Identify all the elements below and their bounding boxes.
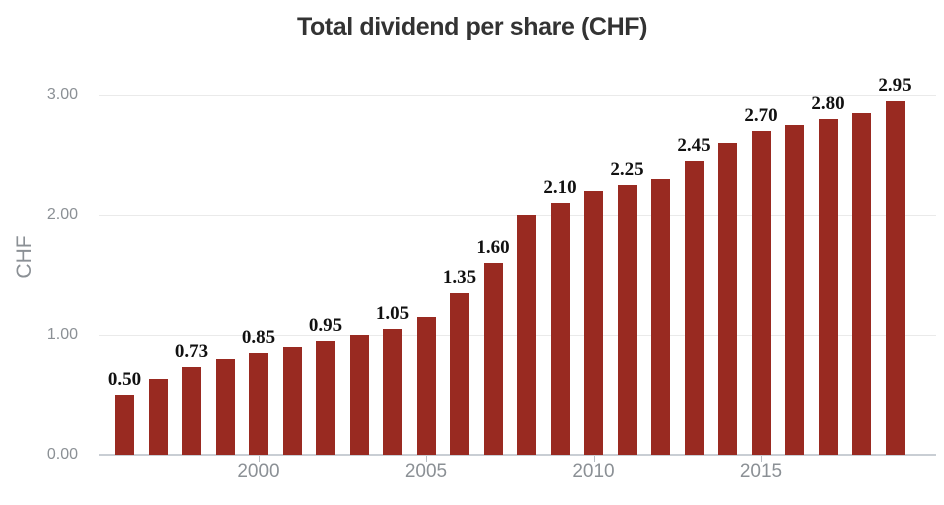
x-tick-mark-2005 (426, 456, 427, 462)
x-tick-label-2010: 2010 (572, 461, 615, 482)
bar-1996 (115, 395, 134, 455)
bar-2005 (416, 317, 436, 455)
bar-value-label-2000: 0.85 (241, 327, 276, 348)
bar-2018 (852, 113, 871, 455)
bar-2011 (617, 185, 637, 455)
bar-2015 (751, 131, 771, 455)
bar-2014 (718, 143, 737, 455)
bar-2003 (349, 335, 369, 455)
x-tick-label-2000: 2000 (237, 461, 280, 482)
bar-2012 (651, 179, 670, 455)
x-axis-line (99, 454, 936, 456)
bar-value-label-2009: 2.10 (543, 177, 577, 198)
bar-value-label-2007: 1.60 (476, 237, 510, 258)
x-tick-label-2015: 2015 (739, 461, 783, 482)
y-tick-label-1.00: 1.00 (46, 326, 78, 343)
bar-2004 (383, 329, 402, 455)
chart-title: Total dividend per share (CHF) (296, 13, 648, 41)
bar-2007 (483, 263, 503, 455)
x-tick-mark-2000 (258, 456, 260, 462)
x-tick-mark-2010 (593, 456, 595, 462)
bar-2006 (450, 293, 469, 455)
bar-value-label-2013: 2.45 (677, 135, 711, 156)
gridline-3.00 (99, 95, 936, 96)
bar-value-label-2015: 2.70 (744, 105, 778, 126)
y-tick-label-3.00: 3.00 (46, 86, 78, 103)
bar-2008 (517, 215, 536, 455)
bar-2013 (684, 161, 704, 455)
x-tick-mark-2015 (761, 456, 762, 462)
bar-1998 (182, 367, 201, 455)
bar-value-label-2006: 1.35 (442, 267, 477, 288)
bar-value-label-2011: 2.25 (610, 159, 644, 180)
y-axis-title: CHF (13, 235, 36, 279)
bar-value-label-2017: 2.80 (811, 93, 845, 114)
bar-2016 (785, 125, 804, 455)
bar-value-label-1996: 0.50 (107, 369, 142, 390)
bar-2009 (550, 203, 570, 455)
bar-1997 (148, 379, 168, 455)
y-tick-label-2.00: 2.00 (46, 206, 78, 223)
bar-2001 (282, 347, 302, 455)
bar-value-label-2002: 0.95 (308, 315, 343, 336)
bar-value-label-2019: 2.95 (878, 75, 912, 96)
y-tick-label-0.00: 0.00 (46, 446, 78, 463)
x-tick-label-2005: 2005 (404, 461, 448, 482)
bar-2002 (316, 341, 335, 455)
bar-2019 (885, 101, 905, 455)
bar-value-label-2004: 1.05 (375, 303, 410, 324)
bar-2000 (249, 353, 268, 455)
bar-2017 (818, 119, 838, 455)
bar-value-label-1998: 0.73 (174, 341, 209, 363)
bar-1999 (215, 359, 235, 455)
plot-area: 0.50 0.73 0.85 0.95 1.05 1.35 1.60 2.10 2.25 2.45… (99, 75, 936, 456)
bar-2010 (584, 191, 603, 455)
